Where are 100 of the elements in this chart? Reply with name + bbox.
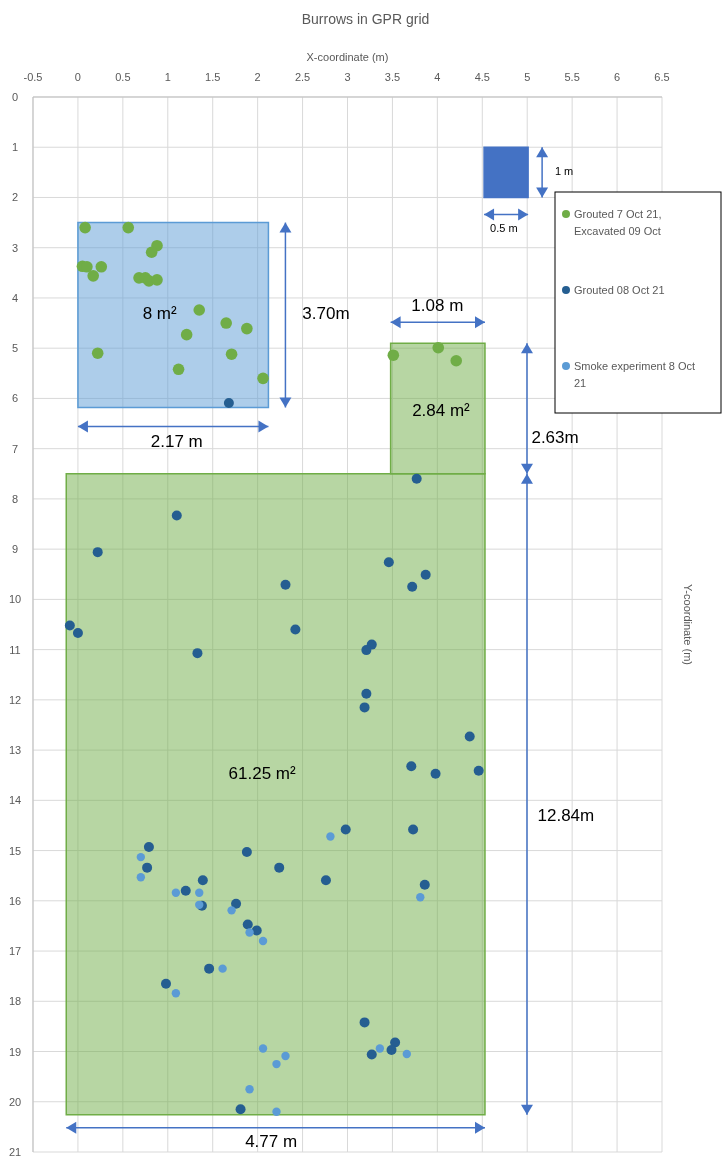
x-tick-label: -0.5	[23, 71, 43, 83]
point	[361, 645, 372, 656]
x-tick-label: 2.5	[294, 71, 311, 83]
x-tick-label: 2	[254, 71, 261, 83]
y-tick-label: 16	[8, 894, 22, 907]
point	[450, 354, 463, 367]
annotation: 2.84 m²	[412, 401, 471, 421]
annotation: 61.25 m²	[228, 764, 297, 784]
point	[122, 221, 135, 234]
annotation: 0.5 m	[490, 222, 518, 235]
point	[223, 397, 234, 408]
point	[218, 964, 227, 973]
y-tick-label: 10	[8, 593, 22, 606]
annotation: 3.70m	[302, 303, 350, 323]
point	[95, 261, 108, 273]
point	[320, 875, 331, 886]
y-tick-label: 11	[9, 643, 21, 656]
point	[274, 862, 285, 873]
point	[143, 842, 154, 853]
point	[411, 473, 422, 484]
point	[402, 1049, 412, 1059]
point	[407, 581, 418, 592]
point	[272, 1107, 281, 1117]
point	[281, 1051, 290, 1061]
y-axis-title: Y-coordinate (m)	[682, 584, 694, 665]
point	[245, 928, 254, 937]
point	[204, 963, 215, 974]
point	[406, 761, 417, 772]
point	[390, 1037, 401, 1048]
x-tick-label: 4	[434, 71, 441, 83]
y-tick-label: 20	[8, 1095, 22, 1108]
point	[151, 274, 163, 286]
point	[172, 363, 185, 376]
y-tick-label: 2	[11, 191, 19, 204]
point	[280, 579, 291, 590]
point	[326, 832, 335, 841]
point	[192, 648, 203, 659]
chart-title: Burrows in GPR grid	[301, 11, 430, 27]
point	[220, 317, 232, 329]
y-tick-label: 17	[8, 945, 22, 958]
point	[258, 936, 268, 946]
point	[136, 873, 146, 882]
y-tick-label: 0	[11, 91, 19, 103]
point	[383, 557, 394, 568]
annotation: 2.17 m	[150, 432, 203, 452]
y-tick-label: 6	[11, 392, 19, 405]
y-tick-label: 5	[11, 342, 19, 355]
x-tick-label: 5	[524, 71, 531, 83]
point	[241, 847, 252, 858]
point	[227, 906, 236, 915]
point	[180, 328, 193, 341]
point	[171, 888, 181, 897]
annotation: 1.08 m	[411, 295, 464, 315]
point	[171, 510, 182, 521]
point	[241, 322, 253, 335]
point	[64, 620, 75, 631]
annotation: 8 m²	[142, 303, 178, 323]
y-tick-label: 8	[11, 492, 19, 505]
y-tick-label: 18	[8, 995, 22, 1008]
point	[197, 875, 208, 886]
point	[160, 978, 171, 989]
y-tick-label: 9	[11, 543, 19, 556]
x-axis-title: X-coordinate (m)	[306, 51, 389, 63]
y-tick-label: 12	[8, 693, 22, 706]
y-tick-label: 4	[11, 291, 19, 304]
point	[387, 349, 400, 362]
point	[231, 898, 242, 909]
y-tick-label: 14	[8, 794, 22, 807]
legend-label: Smoke experiment 8 Oct 21	[574, 360, 696, 389]
x-tick-label: 0.5	[115, 71, 131, 83]
point	[419, 879, 430, 890]
point	[242, 919, 253, 930]
point	[290, 624, 301, 635]
point	[180, 885, 191, 896]
point	[386, 1045, 397, 1056]
point	[245, 1085, 254, 1094]
x-tick-label: 5.5	[564, 71, 580, 83]
x-tick-label: 4.5	[474, 71, 490, 83]
point	[92, 547, 103, 558]
point	[142, 862, 153, 873]
annotation: 1 m	[554, 164, 574, 177]
point	[225, 348, 238, 361]
point	[91, 347, 104, 360]
point	[79, 221, 91, 234]
x-tick-label: 0	[74, 71, 81, 83]
point	[136, 852, 146, 862]
point	[72, 628, 83, 639]
point	[340, 824, 351, 835]
legend-label: Grouted 08 Oct 21	[574, 284, 665, 296]
x-tick-label: 3.5	[384, 71, 401, 83]
annotation: 4.77 m	[245, 1131, 298, 1151]
point	[420, 569, 431, 580]
y-tick-label: 21	[8, 1146, 22, 1158]
point	[171, 989, 181, 998]
annotation: 12.84m	[537, 805, 595, 825]
point	[257, 372, 269, 385]
y-tick-label: 15	[8, 844, 22, 857]
y-tick-label: 7	[11, 442, 19, 455]
x-tick-label: 1	[164, 71, 171, 83]
y-tick-label: 1	[11, 141, 19, 154]
